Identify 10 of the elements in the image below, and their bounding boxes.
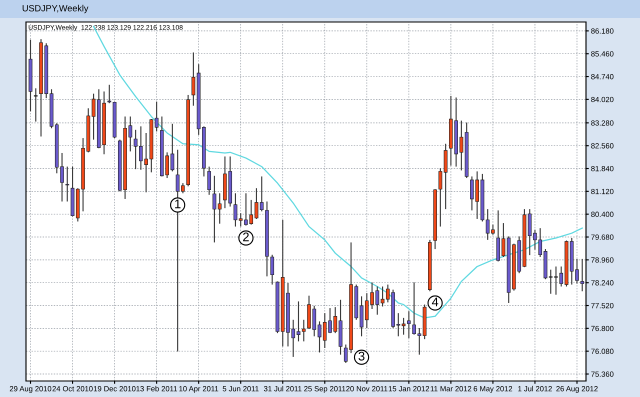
annotation: 1: [175, 200, 180, 208]
candlestick: [207, 166, 212, 196]
annotation: 3: [358, 352, 364, 361]
annotation: 4: [432, 298, 438, 306]
candlestick: [65, 166, 70, 202]
candlestick: [580, 258, 584, 292]
candlestick: [270, 254, 274, 286]
chart-title: USDJPY,Weekly: [22, 4, 88, 14]
candlestick: [107, 84, 112, 104]
annotation: 2: [243, 232, 249, 242]
